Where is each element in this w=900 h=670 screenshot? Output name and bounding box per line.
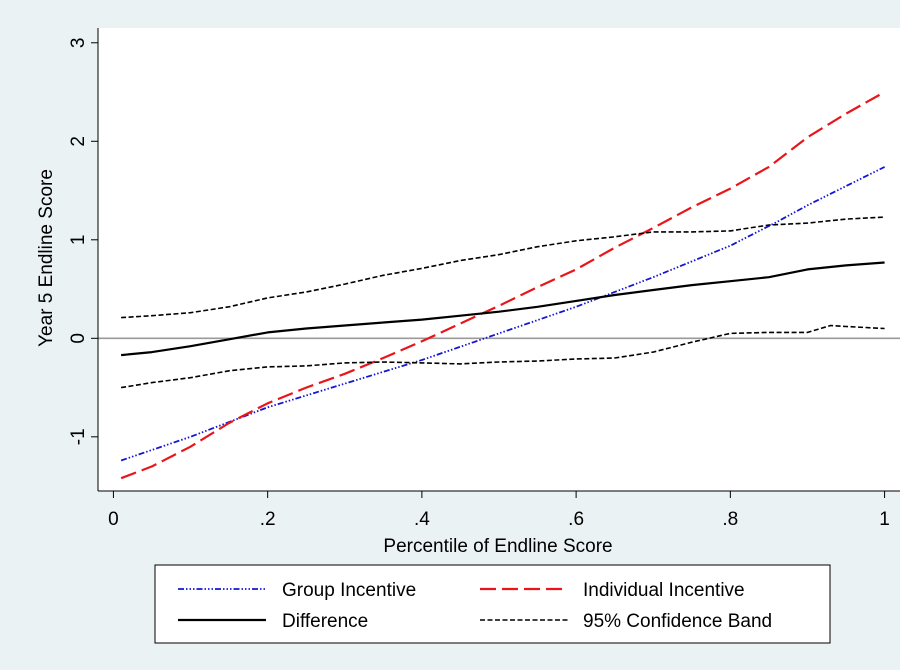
- series-line-group: [120, 166, 886, 462]
- y-tick-label: 3: [68, 38, 89, 49]
- y-tick-label: 0: [68, 333, 89, 344]
- y-axis-title: Year 5 Endline Score: [36, 169, 57, 347]
- y-ticks: -1 0 1 2 3: [68, 38, 98, 445]
- x-tick-label: .6: [568, 509, 584, 530]
- x-tick-label: 0: [108, 509, 119, 530]
- legend-label-group: Group Incentive: [282, 580, 416, 601]
- x-ticks: 0 .2 .4 .6 .8 1: [108, 491, 890, 530]
- series-line-band-lower: [120, 324, 885, 389]
- series-line-difference: [120, 261, 885, 357]
- series-layer: [120, 91, 886, 480]
- legend: Group Incentive Individual Incentive Diffe…: [154, 564, 831, 644]
- y-tick-label: -1: [68, 428, 89, 445]
- x-tick-label: .2: [260, 509, 276, 530]
- x-tick-label: .8: [722, 509, 738, 530]
- plot-area: [98, 28, 900, 491]
- x-axis-title: Percentile of Endline Score: [383, 536, 612, 557]
- y-tick-label: 1: [68, 235, 89, 246]
- axes: [97, 28, 900, 492]
- y-tick-label: 2: [68, 136, 89, 147]
- legend-label-difference: Difference: [282, 611, 368, 632]
- series-line-band-upper: [121, 216, 885, 319]
- legend-label-band: 95% Confidence Band: [583, 611, 772, 632]
- legend-box: [154, 564, 831, 644]
- series-line-individual: [120, 91, 886, 480]
- x-tick-label: .4: [414, 509, 430, 530]
- x-tick-label: 1: [879, 509, 890, 530]
- legend-label-individual: Individual Incentive: [583, 580, 745, 601]
